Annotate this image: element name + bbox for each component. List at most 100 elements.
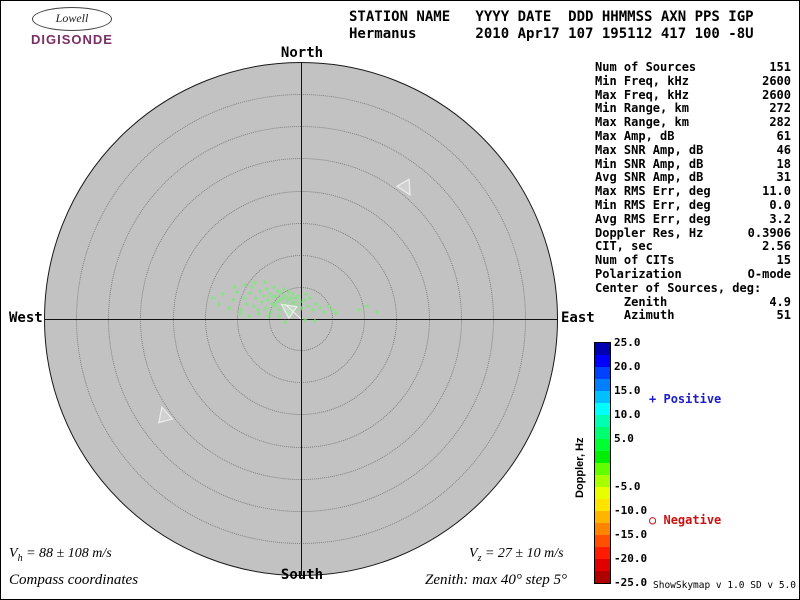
software-version: ShowSkymap v 1.0 SD v 5.0 <box>653 580 796 591</box>
stat-row: Max SNR Amp, dB 46 <box>595 143 791 158</box>
stat-row: Zenith 4.9 <box>595 294 791 310</box>
stat-label: Avg RMS Err, deg <box>595 211 711 226</box>
source-point: + <box>267 290 273 300</box>
source-point: + <box>291 298 297 308</box>
stat-label: Min Freq, kHz <box>595 73 689 88</box>
stat-label: CIT, sec <box>595 239 653 254</box>
source-point: + <box>293 294 299 304</box>
source-point: + <box>253 294 259 304</box>
source-point: + <box>282 318 288 328</box>
stat-label: Zenith <box>595 294 668 309</box>
stat-value: 0.0 <box>769 197 791 212</box>
stat-label: Doppler Res, Hz <box>595 225 704 240</box>
stat-value: 0.3906 <box>747 225 791 240</box>
source-point: + <box>241 294 247 304</box>
source-point: + <box>295 292 301 302</box>
colorbar-band <box>595 439 610 451</box>
source-point: + <box>333 309 339 319</box>
stat-row: Azimuth 51 <box>595 309 791 323</box>
header-fields-row: STATION NAME YYYY DATE DDD HHMMSS AXN PP… <box>349 9 754 25</box>
colorbar-band <box>595 343 610 355</box>
stat-value: 272 <box>769 101 791 116</box>
stat-label: Min SNR Amp, dB <box>595 156 704 171</box>
stat-row: Max Freq, kHz 2600 <box>595 88 791 103</box>
source-point: + <box>273 292 279 302</box>
colorbar-band <box>595 511 610 523</box>
colorbar-band <box>595 415 610 427</box>
colorbar-tick: -10.0 <box>614 504 648 517</box>
source-point: + <box>220 290 226 300</box>
stat-row: Min Range, km 272 <box>595 102 791 116</box>
source-point: + <box>285 296 291 306</box>
source-point: + <box>275 287 281 297</box>
stat-label: Num of Sources <box>595 60 697 74</box>
legend-positive: + Positive <box>649 392 721 406</box>
source-point: + <box>307 294 313 304</box>
logo-digisonde-text: DIGISONDE <box>31 32 113 47</box>
stat-row: Max RMS Err, deg 11.0 <box>595 184 791 199</box>
source-point: + <box>226 304 232 314</box>
stat-row: Max Range, km 282 <box>595 115 791 130</box>
source-point: + <box>325 302 331 312</box>
source-point: + <box>270 293 276 303</box>
stat-row: Num of CITs 15 <box>595 253 791 268</box>
stat-value: 4.9 <box>769 294 791 309</box>
compass-label-west: West <box>9 310 43 326</box>
colorbar-band <box>595 451 610 463</box>
source-point: + <box>238 306 244 316</box>
colorbar-band <box>595 487 610 499</box>
stat-label: Max RMS Err, deg <box>595 184 711 199</box>
legend-positive-label: Positive <box>663 392 722 406</box>
source-point: + <box>305 302 311 312</box>
colorbar-band <box>595 391 610 403</box>
stat-value: 31 <box>776 170 791 185</box>
colorbar-band <box>595 523 610 535</box>
compass-label-north: North <box>280 45 324 61</box>
stat-row: Center of Sources, deg: <box>595 281 791 296</box>
colorbar-band <box>595 403 610 415</box>
stat-value: 2.56 <box>762 239 791 254</box>
stat-label: Azimuth <box>595 308 675 323</box>
stat-value: 61 <box>776 128 791 143</box>
colorbar-band <box>595 463 610 475</box>
source-point: + <box>290 290 296 300</box>
source-point: + <box>302 316 308 326</box>
stat-value: 51 <box>776 308 791 323</box>
colorbar-band <box>595 367 610 379</box>
stat-row: Max Amp, dB 61 <box>595 128 791 144</box>
logo-lowell-text: Lowell <box>55 11 89 25</box>
source-point: + <box>261 292 267 302</box>
colorbar-band <box>595 547 610 559</box>
stat-row: Min SNR Amp, dB 18 <box>595 156 791 172</box>
source-point: + <box>249 283 255 293</box>
colorbar-tick: 20.0 <box>614 360 641 373</box>
station-header: STATION NAME YYYY DATE DDD HHMMSS AXN PP… <box>349 9 754 43</box>
stat-label: Min RMS Err, deg <box>595 197 711 212</box>
source-point: + <box>268 308 274 318</box>
stat-label: Num of CITs <box>595 253 675 268</box>
stat-row: Doppler Res, Hz 0.3906 <box>595 225 791 241</box>
lowell-logo-ellipse: Lowell <box>32 7 112 31</box>
colorbar-band <box>595 571 610 583</box>
colorbar-tick: -5.0 <box>614 480 641 493</box>
source-point: + <box>242 281 248 291</box>
stat-label: Min Range, km <box>595 101 689 116</box>
stat-row: Avg SNR Amp, dB 31 <box>595 171 791 185</box>
source-point: + <box>276 306 282 316</box>
vh-subscript: h <box>17 552 23 564</box>
lowell-digisonde-logo: Lowell DIGISONDE <box>17 7 127 47</box>
vz-subscript: z <box>477 552 482 564</box>
source-point: + <box>274 298 280 308</box>
source-point: + <box>281 285 287 295</box>
source-point: + <box>321 308 327 318</box>
source-point: + <box>210 294 216 304</box>
stat-row: CIT, sec 2.56 <box>595 240 791 254</box>
stat-label: Max Amp, dB <box>595 128 675 143</box>
source-point: + <box>329 306 335 316</box>
source-point: + <box>251 302 257 312</box>
source-point: + <box>288 294 294 304</box>
source-point: + <box>234 288 240 298</box>
source-point: + <box>230 296 236 306</box>
colorbar-tick: 10.0 <box>614 408 641 421</box>
stat-row: Num of Sources 151 <box>595 60 791 75</box>
